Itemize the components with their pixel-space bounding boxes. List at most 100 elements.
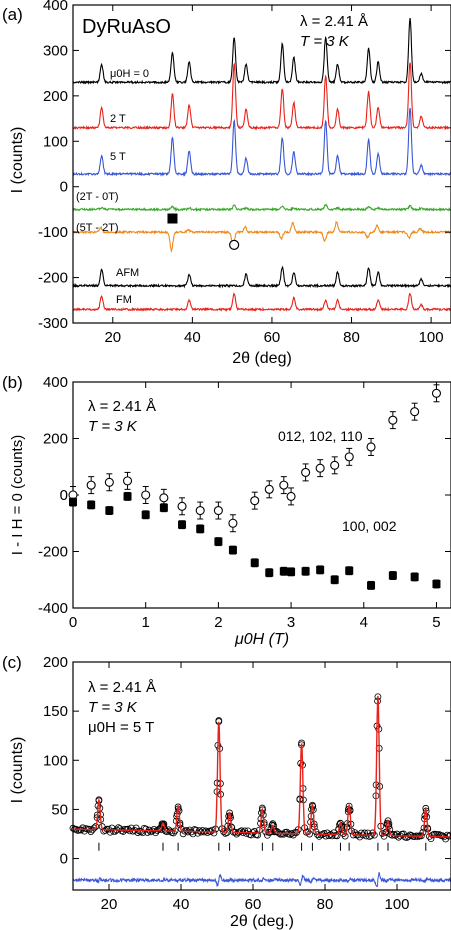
panel-b-point-open bbox=[344, 452, 354, 462]
panel-b-x-axis-label: μ0H (T) bbox=[234, 631, 289, 648]
panel-b-annotation-wavelength: λ = 2.41 Å bbox=[88, 398, 156, 415]
panel-b-y-tick-label: 400 bbox=[43, 374, 68, 391]
panel-a-x-tick-label: 60 bbox=[264, 329, 281, 346]
panel-a-marker-square bbox=[167, 213, 178, 224]
panel-b-point-filled bbox=[330, 575, 339, 584]
panel-a-series-line bbox=[72, 265, 451, 289]
panel-b-x-tick-label: 5 bbox=[432, 614, 440, 631]
panel-b-point-open bbox=[330, 460, 340, 470]
panel-b-point-filled bbox=[301, 567, 310, 576]
panel-c-x-tick-label: 100 bbox=[384, 896, 409, 913]
series-label-5T-minus-2T: (5T - 2T) bbox=[76, 222, 119, 234]
panel-a-y-tick-label: -300 bbox=[38, 315, 68, 332]
panel-a-y-tick-label: 300 bbox=[43, 42, 68, 59]
panel-b-point-open bbox=[122, 476, 133, 486]
panel-a-series-line bbox=[72, 292, 451, 313]
panel-a-series bbox=[72, 17, 451, 313]
panel-c-observed-point bbox=[124, 825, 132, 833]
panel-a-x-axis-label: 2θ (deg) bbox=[232, 350, 292, 367]
panel-c-annotation-wavelength: λ = 2.41 Å bbox=[88, 679, 156, 696]
panel-a-y-ticks: -300 -200 -100 0 100 200 300 400 bbox=[38, 0, 451, 332]
panel-c-observed-point bbox=[244, 827, 252, 835]
panel-b-y-tick-label: -400 bbox=[38, 600, 68, 617]
panel-b-point-open bbox=[250, 496, 260, 506]
panel-c-y-tick-label: 100 bbox=[43, 752, 68, 769]
panel-b-point-open bbox=[104, 477, 114, 487]
panel-c-calculated-line bbox=[73, 695, 451, 838]
panel-b-point-open bbox=[141, 490, 151, 500]
series-label-afm: AFM bbox=[116, 267, 139, 279]
panel-a-series-line bbox=[72, 17, 451, 85]
panel-c-y-axis-label: I (counts) bbox=[9, 737, 26, 804]
series-label-2T-minus-0T: (2T - 0T) bbox=[76, 191, 119, 203]
series-label-fm: FM bbox=[116, 294, 132, 306]
panel-b-point-open bbox=[86, 480, 96, 490]
panel-a-series-line bbox=[72, 107, 451, 177]
panel-b-point-filled bbox=[279, 567, 288, 576]
panel-c-observed-point bbox=[262, 828, 270, 836]
panel-b-x-tick-label: 3 bbox=[287, 614, 295, 631]
panel-c-y-ticks: 0 50 100 150 200 bbox=[43, 654, 451, 868]
panel-a-title: DyRuAsO bbox=[82, 16, 171, 38]
panel-c-annotation-field: μ0H = 5 T bbox=[88, 719, 154, 736]
panel-c-observed-point bbox=[255, 826, 263, 834]
panel-c-observed-point bbox=[202, 827, 210, 835]
panel-b-point-filled bbox=[388, 571, 397, 580]
panel-a-markers bbox=[167, 213, 240, 250]
panel-c-x-tick-label: 40 bbox=[173, 896, 190, 913]
panel-b-x-ticks: 0 1 2 3 4 5 bbox=[69, 382, 441, 631]
panel-a-marker-circle bbox=[229, 239, 240, 250]
panel-b-point-open bbox=[213, 505, 223, 516]
panel-b-point-filled bbox=[141, 510, 150, 519]
panel-b-point-filled bbox=[159, 503, 168, 512]
panel-c-observed-point bbox=[159, 821, 167, 828]
panel-b-x-tick-label: 1 bbox=[142, 614, 150, 631]
panel-b-point-filled bbox=[250, 558, 259, 567]
panel-a-x-tick-label: 40 bbox=[184, 329, 201, 346]
panel-b-y-ticks: -400 -200 0 200 400 bbox=[38, 374, 451, 617]
panel-b-point-open bbox=[431, 388, 442, 398]
panel-c-observed-point bbox=[445, 832, 451, 840]
panel-b-point-filled bbox=[367, 581, 376, 590]
panel-c-y-tick-label: 150 bbox=[43, 703, 68, 720]
panel-c-series bbox=[69, 693, 451, 888]
panel-c-observed-point bbox=[236, 828, 244, 836]
panel-c-observed-point bbox=[170, 829, 177, 837]
panel-b-series bbox=[68, 384, 442, 590]
panel-a: (a) 20 40 60 80 100 -300 -200 -100 0 100 200 300 40… bbox=[2, 0, 451, 367]
panel-b-point-filled bbox=[345, 566, 354, 575]
panel-c-observed-point bbox=[429, 831, 437, 839]
panel-c-x-axis-label: 2θ (deg.) bbox=[230, 913, 294, 930]
panel-c-observed-point bbox=[210, 829, 218, 837]
panel-b-point-filled bbox=[228, 546, 237, 555]
panel-c-observed-point bbox=[322, 832, 330, 840]
panel-a-x-tick-label: 100 bbox=[419, 329, 444, 346]
series-label-0T: μ0H = 0 bbox=[110, 68, 149, 80]
panel-a-y-tick-label: -200 bbox=[38, 270, 68, 287]
panel-c-annotation-temperature: T = 3 K bbox=[88, 699, 138, 716]
panel-b-point-open bbox=[195, 505, 205, 516]
panel-c-observed-point bbox=[333, 832, 341, 840]
panel-b-y-axis-label: I - I H = 0 (counts) bbox=[9, 435, 26, 555]
panel-a-series-line bbox=[72, 203, 451, 213]
panel-b-x-tick-label: 2 bbox=[214, 614, 222, 631]
panel-c-observed-point bbox=[286, 831, 294, 838]
panel-b-point-filled bbox=[316, 565, 325, 574]
panel-c-observed-point bbox=[384, 817, 392, 825]
panel-c-observed-point bbox=[134, 829, 142, 836]
panel-c-x-tick-label: 80 bbox=[317, 896, 334, 913]
panel-label-c: (c) bbox=[2, 653, 22, 672]
panel-b-point-open bbox=[366, 442, 376, 452]
series-label-2T: 2 T bbox=[110, 113, 126, 125]
panel-b-point-open bbox=[228, 518, 238, 528]
panel-a-annotation-wavelength: λ = 2.41 Å bbox=[300, 13, 368, 30]
panel-b-y-tick-label: 200 bbox=[43, 431, 68, 448]
panel-a-y-tick-label: 100 bbox=[43, 133, 68, 150]
panel-a-series-line bbox=[72, 62, 451, 131]
panel-c-observed-point bbox=[357, 829, 365, 837]
panel-b-x-tick-label: 0 bbox=[69, 614, 77, 631]
panel-a-x-tick-label: 80 bbox=[343, 329, 360, 346]
panel-c-observed-point bbox=[79, 824, 87, 832]
